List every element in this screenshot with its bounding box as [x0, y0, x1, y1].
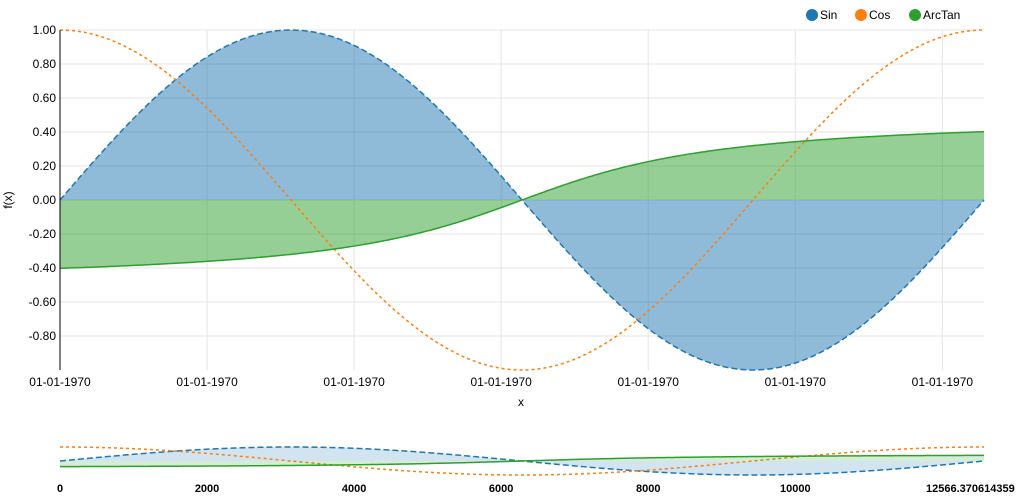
context-x-tick-label: 8000 — [636, 483, 660, 495]
context-x-tick-label: 0 — [57, 483, 63, 495]
x-tick-label: 01-01-1970 — [618, 375, 680, 389]
context-x-end-label: 12566.370614359 — [926, 483, 1015, 495]
context-x-tick-label: 2000 — [195, 483, 219, 495]
legend-swatch — [909, 9, 921, 21]
context-line-cos — [60, 446, 984, 476]
series-line-cos — [59, 29, 985, 371]
y-tick-label: -0.40 — [29, 261, 57, 275]
context-line-arctan — [59, 454, 985, 468]
legend-item-cos[interactable]: Cos — [855, 8, 891, 22]
legend-label: Sin — [820, 8, 837, 22]
x-tick-label: 01-01-1970 — [470, 375, 532, 389]
legend-swatch — [855, 9, 867, 21]
legend-item-sin[interactable]: Sin — [806, 8, 838, 22]
y-tick-label: 0.40 — [33, 125, 57, 139]
context-x-tick-label: 10000 — [780, 483, 811, 495]
legend-label: ArcTan — [923, 8, 960, 22]
context-x-tick-label: 6000 — [489, 483, 513, 495]
x-tick-label: 01-01-1970 — [29, 375, 91, 389]
y-tick-label: 1.00 — [33, 23, 57, 37]
y-tick-label: -0.80 — [29, 329, 57, 343]
y-tick-label: 0.00 — [33, 193, 57, 207]
y-tick-label: -0.60 — [29, 295, 57, 309]
focus-series-lines — [59, 29, 985, 371]
series-line-arctan — [59, 130, 985, 270]
y-tick-label: 0.60 — [33, 91, 57, 105]
legend-item-arctan[interactable]: ArcTan — [909, 8, 961, 22]
context-x-tick-label: 4000 — [342, 483, 366, 495]
context-brush-area[interactable] — [60, 447, 984, 475]
legend-label: Cos — [869, 8, 890, 22]
x-tick-label: 01-01-1970 — [765, 375, 827, 389]
x-tick-label: 01-01-1970 — [912, 375, 974, 389]
y-tick-label: -0.20 — [29, 227, 57, 241]
y-tick-label: 0.80 — [33, 57, 57, 71]
y-tick-label: 0.20 — [33, 159, 57, 173]
legend-swatch — [806, 9, 818, 21]
context-chart: 0 2000 4000 6000 8000 10000 12566.370614359 — [57, 446, 1015, 495]
x-tick-label: 01-01-1970 — [323, 375, 385, 389]
x-tick-label: 01-01-1970 — [176, 375, 238, 389]
legend: Sin Cos ArcTan — [806, 8, 961, 22]
y-axis-label: f(x) — [1, 191, 15, 208]
focus-axes: 1.00 0.80 0.60 0.40 0.20 0.00 -0.20 -0.40 -0.60 -… — [29, 23, 974, 389]
x-axis-label: x — [518, 395, 524, 409]
